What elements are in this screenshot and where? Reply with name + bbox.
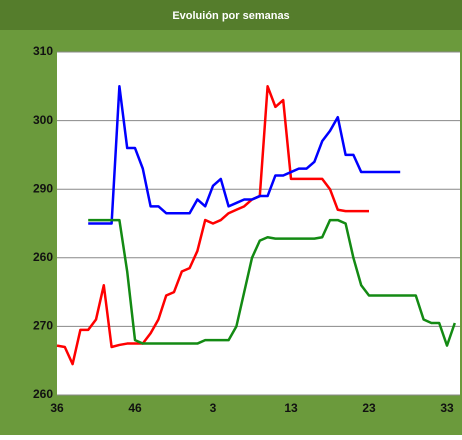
y-tick-label: 260 <box>33 250 53 264</box>
x-tick-label: 13 <box>284 401 298 415</box>
title-bar <box>0 0 462 30</box>
series-line <box>56 85 369 366</box>
series-line <box>88 85 401 225</box>
y-tick-label: 300 <box>33 113 53 127</box>
x-tick-label: 46 <box>128 401 142 415</box>
chart-title: Evoluión por semanas <box>172 10 289 22</box>
y-tick-label: 260 <box>33 387 53 401</box>
y-tick-label: 290 <box>33 181 53 195</box>
plot-area <box>57 52 460 395</box>
x-tick-label: 3 <box>210 401 217 415</box>
series-line <box>88 218 456 347</box>
x-tick-label: 33 <box>440 401 454 415</box>
y-tick-label: 310 <box>33 44 53 58</box>
x-tick-label: 23 <box>362 401 376 415</box>
y-tick-label: 270 <box>33 319 53 333</box>
x-tick-label: 36 <box>50 401 64 415</box>
